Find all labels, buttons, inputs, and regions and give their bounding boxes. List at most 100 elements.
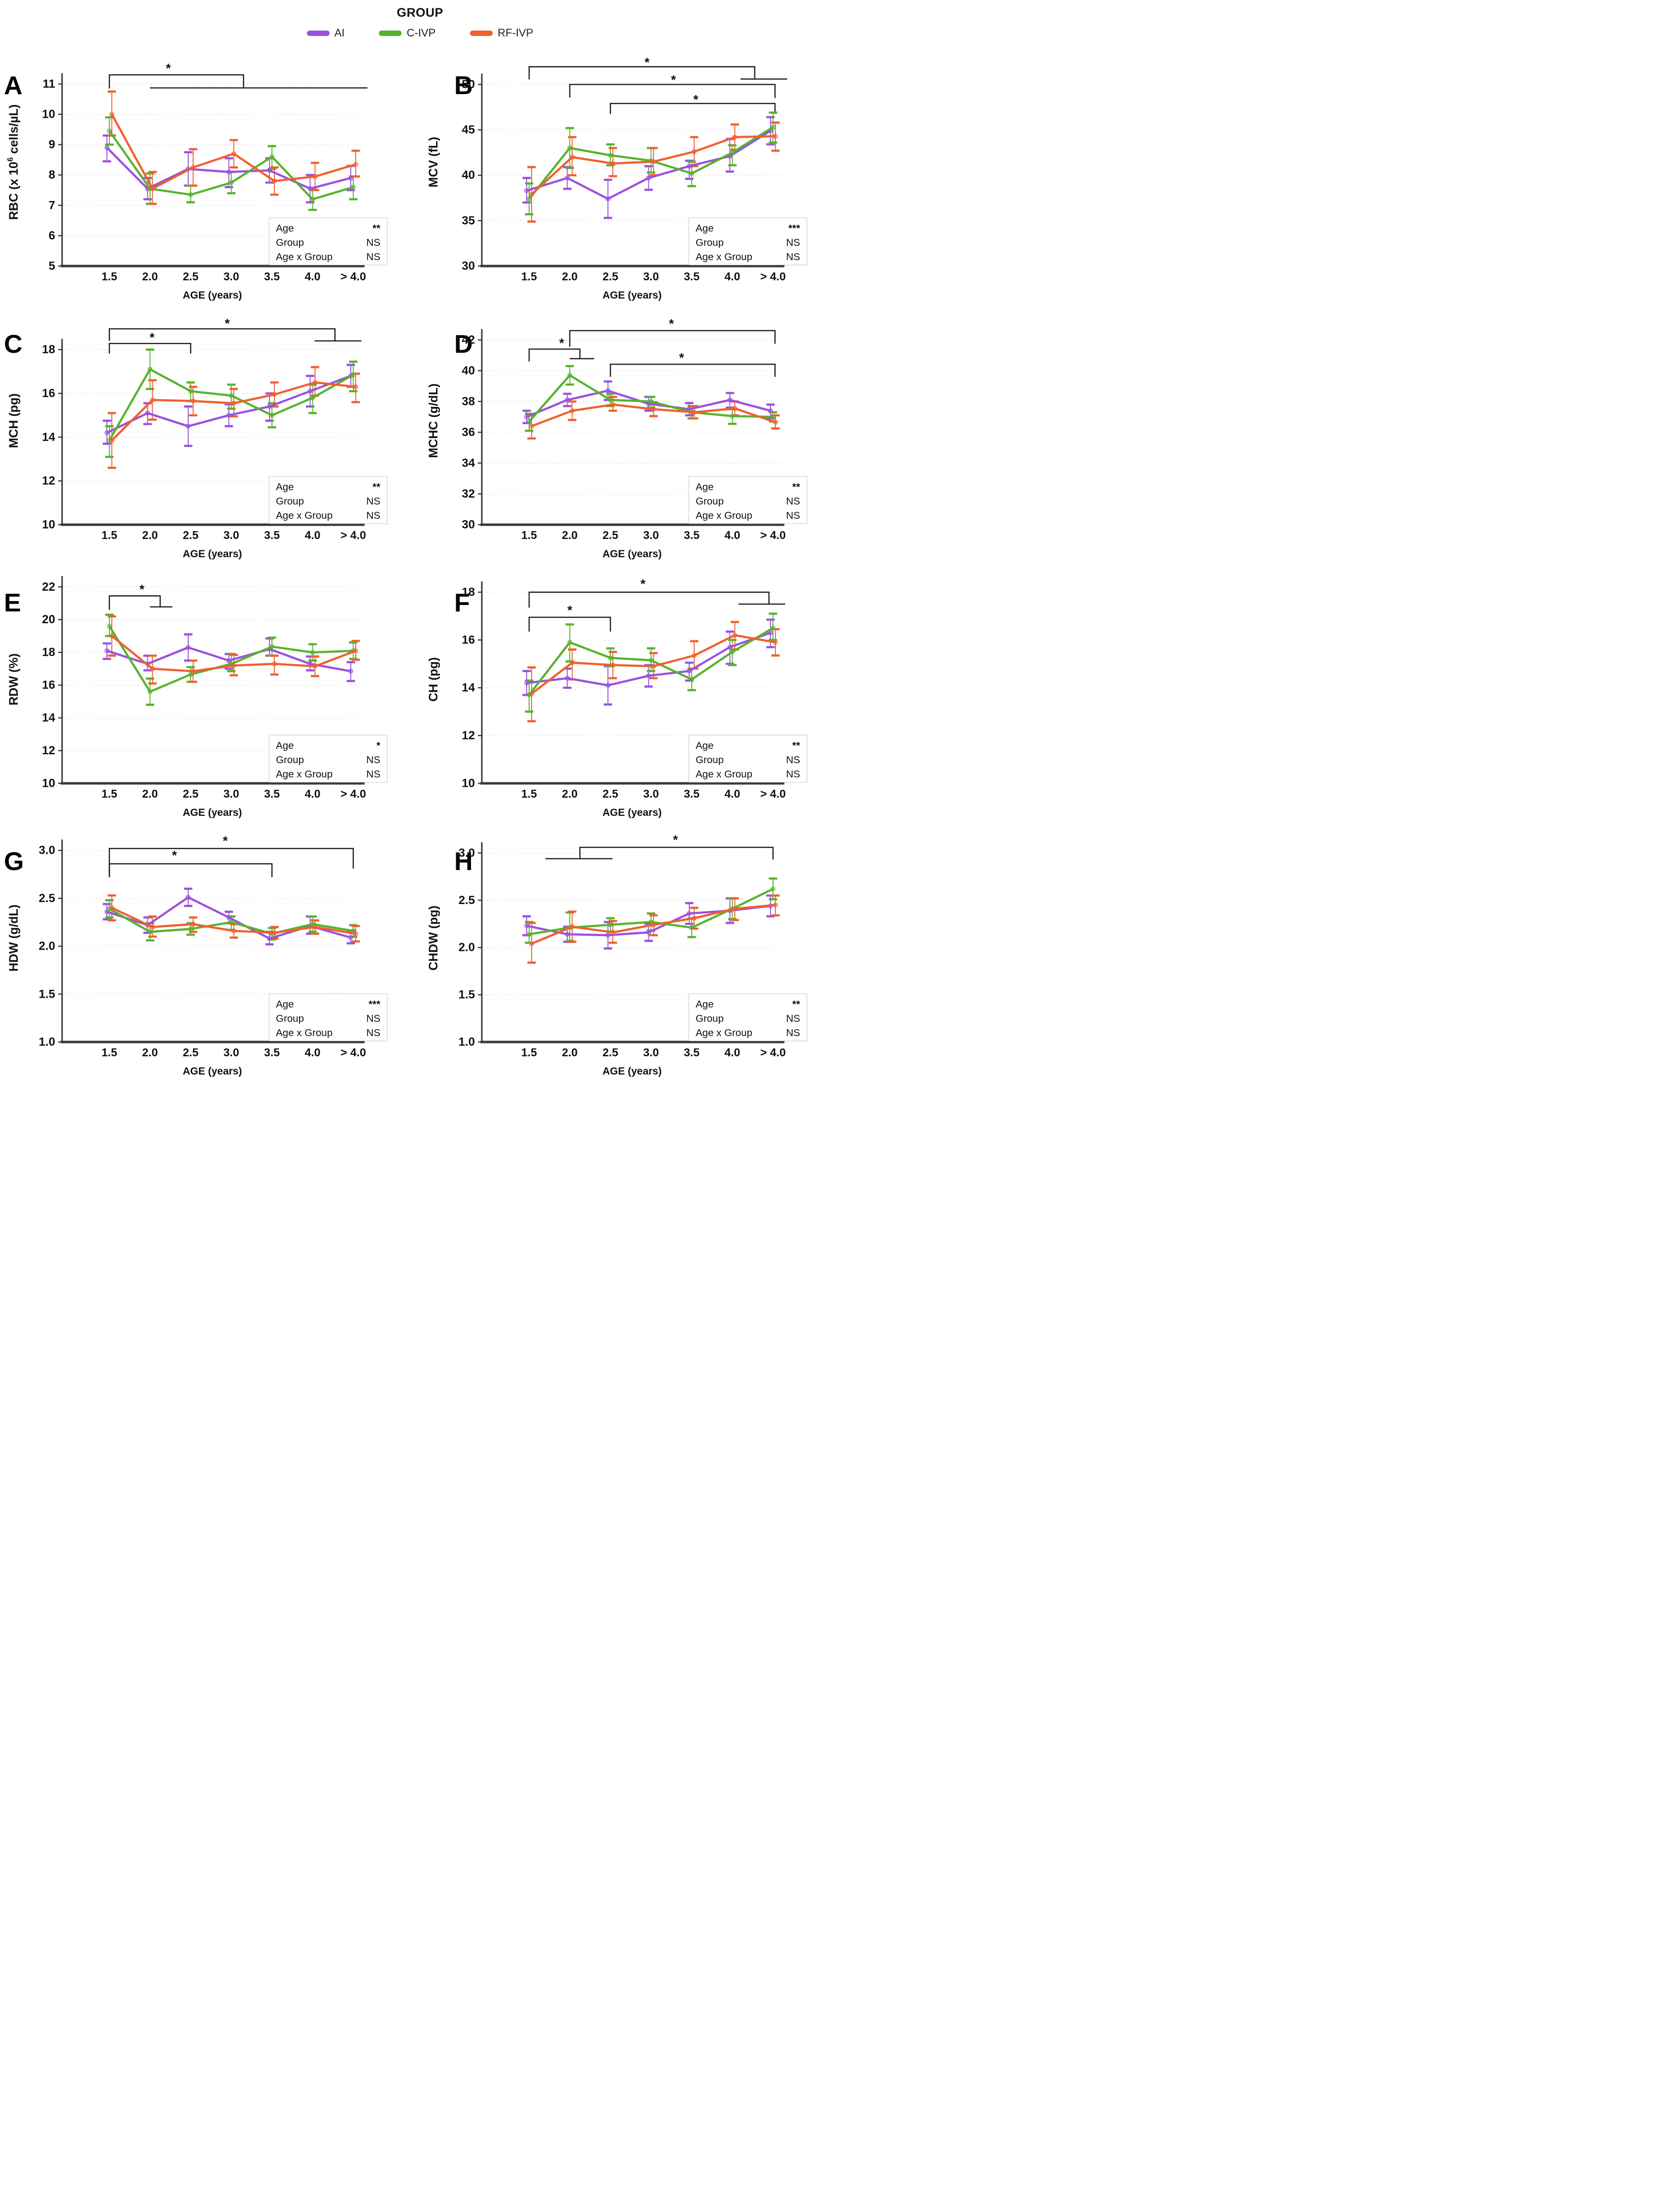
svg-text:> 4.0: > 4.0	[340, 529, 366, 541]
y-tick-labels: 1.0 1.5 2.0 2.5 3.0	[39, 844, 62, 1049]
legend-label-civp: C-IVP	[406, 27, 436, 39]
data-point-marker	[269, 413, 274, 418]
series-rf-ivp	[109, 380, 358, 443]
gridlines	[63, 349, 363, 482]
data-point-marker	[648, 658, 654, 663]
stats-value: NS	[367, 510, 380, 521]
svg-text:3.0: 3.0	[643, 529, 659, 541]
data-point-marker	[608, 655, 613, 661]
data-point-marker	[570, 155, 575, 160]
sig-star: *	[669, 316, 674, 331]
data-point-marker	[570, 660, 575, 665]
x-tick-labels: 1.5 2.0 2.5 3.0 3.5 4.0 > 4.0	[521, 787, 786, 800]
svg-text:2.5: 2.5	[603, 270, 618, 283]
data-point-marker	[107, 129, 112, 134]
svg-text:20: 20	[42, 613, 55, 626]
axes	[480, 329, 784, 526]
sig-star: *	[567, 603, 572, 617]
data-point-marker	[272, 930, 277, 936]
panel-d: D * * * 30 32 34 36 38 40 42 1.5 2.0 2.5 3.0 3.5 4.0 > 4.…	[420, 314, 840, 572]
axes	[61, 338, 365, 526]
panel-letter-e: E	[4, 589, 21, 617]
x-tick-labels: 1.5 2.0 2.5 3.0 3.5 4.0 > 4.0	[101, 529, 366, 541]
stats-label: Group	[276, 1013, 304, 1024]
data-point-marker	[567, 372, 572, 378]
data-point-marker	[272, 661, 277, 667]
data-point-marker	[310, 395, 315, 401]
chart-hdw: **1.01.52.02.53.01.5 2.0 2.5 3.0 3.5 4.0 > 4.0…	[7, 834, 388, 1077]
figure: GROUP AI C-IVP RF-IVP A * 5 6 7 8 9 10 11 1.5 2.0 2…	[0, 0, 840, 1093]
svg-text:12: 12	[462, 729, 475, 742]
stats-value: NS	[367, 1027, 380, 1039]
significance-brackets: *	[108, 61, 368, 89]
data-point-marker	[692, 915, 697, 921]
data-point-marker	[730, 413, 735, 419]
legend: AI C-IVP RF-IVP	[0, 27, 840, 39]
series-line	[525, 389, 772, 418]
data-point-marker	[692, 653, 697, 658]
significance-brackets: *	[545, 833, 774, 860]
svg-text:2.0: 2.0	[562, 1046, 578, 1059]
data-point-marker	[231, 928, 236, 934]
data-point-marker	[689, 925, 694, 930]
stats-label: Age x Group	[276, 1027, 333, 1039]
svg-text:> 4.0: > 4.0	[340, 787, 366, 800]
panels-grid: A * 5 6 7 8 9 10 11 1.5 2.0 2.5 3.0 3.5 4.0 > 4.0 AGE (y…	[0, 55, 840, 1090]
svg-text:40: 40	[462, 168, 475, 182]
svg-text:14: 14	[42, 711, 55, 725]
stats-label: Group	[696, 754, 724, 766]
svg-text:3.0: 3.0	[643, 787, 659, 800]
data-point-marker	[773, 420, 778, 425]
svg-text:4.0: 4.0	[725, 270, 740, 283]
sig-star: *	[559, 336, 565, 350]
data-point-marker	[353, 162, 358, 167]
svg-text:16: 16	[42, 387, 55, 400]
data-point-marker	[188, 672, 193, 677]
svg-text:3.5: 3.5	[264, 1046, 280, 1059]
data-point-marker	[651, 159, 656, 164]
stats-value: NS	[367, 754, 380, 766]
svg-text:1.5: 1.5	[101, 529, 117, 541]
data-point-marker	[687, 911, 692, 916]
stats-label: Age x Group	[696, 251, 752, 263]
data-point-marker	[524, 188, 529, 193]
stats-label: Group	[696, 496, 724, 507]
data-point-marker	[529, 941, 534, 946]
data-point-marker	[188, 389, 193, 394]
panel-a: A * 5 6 7 8 9 10 11 1.5 2.0 2.5 3.0 3.5 4.0 > 4.0 AGE (y…	[0, 55, 420, 314]
data-point-marker	[351, 184, 356, 190]
data-point-marker	[353, 384, 358, 389]
svg-text:2.5: 2.5	[603, 787, 618, 800]
data-point-marker	[229, 393, 234, 398]
data-point-marker	[150, 924, 155, 930]
stats-label: Age x Group	[276, 251, 333, 263]
y-tick-labels: 10 12 14 16 18 20 22	[42, 580, 62, 790]
data-point-marker	[732, 633, 738, 638]
data-point-marker	[692, 149, 697, 154]
svg-text:1.5: 1.5	[521, 787, 537, 800]
series-line	[528, 374, 774, 423]
svg-text:1.5: 1.5	[101, 270, 117, 283]
data-point-marker	[648, 919, 654, 925]
svg-text:14: 14	[462, 681, 475, 694]
data-point-marker	[570, 408, 575, 413]
svg-text:> 4.0: > 4.0	[760, 787, 786, 800]
axes	[61, 840, 365, 1043]
data-point-marker	[348, 669, 353, 674]
stats-value: NS	[786, 1027, 800, 1039]
data-point-marker	[231, 401, 236, 406]
data-point-marker	[565, 175, 570, 181]
sig-star: *	[679, 350, 684, 365]
series-line	[110, 381, 357, 442]
svg-text:4.0: 4.0	[305, 1046, 321, 1059]
error-bars	[522, 877, 780, 964]
series-c-ivp	[527, 372, 775, 424]
data-point-marker	[605, 933, 610, 938]
x-tick-labels: 1.5 2.0 2.5 3.0 3.5 4.0 > 4.0	[101, 1046, 366, 1059]
svg-text:3.0: 3.0	[224, 270, 239, 283]
x-axis-title: AGE (years)	[183, 548, 242, 560]
data-point-marker	[348, 935, 353, 940]
data-point-marker	[773, 903, 778, 908]
stats-value: **	[372, 481, 380, 493]
